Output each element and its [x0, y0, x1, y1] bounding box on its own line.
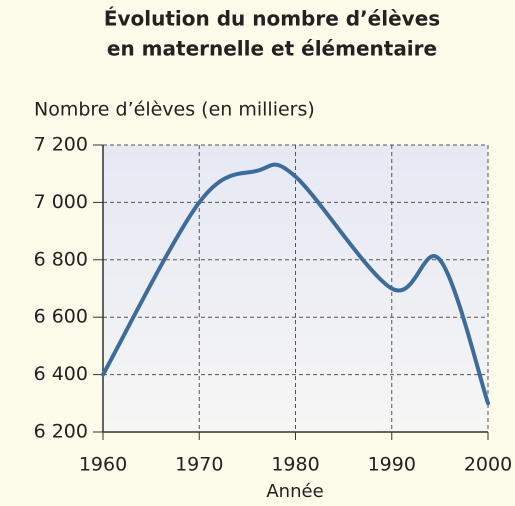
chart-title: en maternelle et élémentaire	[107, 37, 437, 61]
data-line	[101, 162, 490, 406]
x-tick-label: 1960	[79, 454, 127, 476]
x-tick-label: 2000	[464, 454, 512, 476]
y-axis-label: Nombre d’élèves (en milliers)	[34, 99, 315, 121]
x-tick-label: 1980	[271, 454, 319, 476]
y-tick-label: 7 200	[34, 134, 88, 156]
y-tick-label: 6 600	[34, 306, 88, 328]
x-axis-label: Année	[266, 481, 323, 502]
y-tick-label: 7 000	[34, 191, 88, 213]
y-tick-label: 6 200	[34, 421, 88, 443]
x-tick-label: 1970	[175, 454, 223, 476]
chart-title: Évolution du nombre d’élèves	[104, 7, 440, 31]
x-tick-label: 1990	[368, 454, 416, 476]
y-tick-label: 6 400	[34, 363, 88, 385]
y-tick-label: 6 800	[34, 248, 88, 270]
